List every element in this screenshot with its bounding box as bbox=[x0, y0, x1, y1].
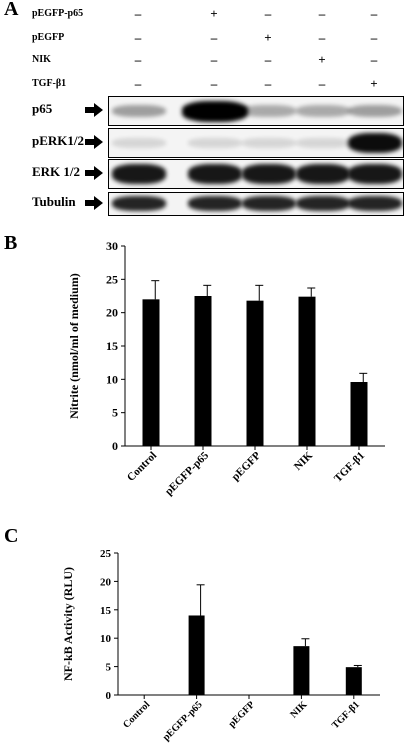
panel-a-letter: A bbox=[4, 0, 19, 20]
y-tick-label: 10 bbox=[100, 633, 112, 645]
treatment-mark: – bbox=[134, 76, 142, 91]
blot-band bbox=[242, 104, 296, 118]
y-tick-label: 20 bbox=[100, 576, 112, 588]
treatment-mark: + bbox=[370, 76, 378, 91]
blot-band bbox=[112, 138, 166, 148]
category-label: NIK bbox=[292, 449, 315, 472]
treatment-mark: + bbox=[264, 30, 272, 45]
blot-band bbox=[112, 104, 166, 118]
bar bbox=[293, 646, 310, 695]
treatment-mark: + bbox=[210, 6, 218, 21]
y-tick-label: 25 bbox=[100, 548, 112, 560]
blot-band bbox=[296, 104, 350, 118]
bar bbox=[246, 300, 264, 446]
blot-label: pERK1/2 bbox=[32, 133, 85, 148]
y-axis-label: NF-kB Activity (RLU) bbox=[61, 567, 75, 681]
blot-band bbox=[296, 138, 350, 148]
y-tick-label: 0 bbox=[106, 690, 112, 702]
blot-band bbox=[348, 164, 402, 184]
category-label: pEGFP bbox=[230, 449, 264, 483]
panel-b-letter: B bbox=[4, 232, 18, 254]
panel-c-letter: C bbox=[4, 525, 19, 547]
blot-band bbox=[182, 100, 248, 122]
blot-label: ERK 1/2 bbox=[32, 164, 81, 179]
treatment-mark: – bbox=[210, 30, 218, 45]
treatment-label: pEGFP bbox=[32, 32, 65, 43]
category-label: TGF-β1 bbox=[332, 450, 367, 485]
treatment-mark: + bbox=[318, 52, 326, 67]
treatment-mark: – bbox=[370, 52, 378, 67]
blot-band bbox=[112, 164, 166, 184]
y-tick-label: 5 bbox=[112, 406, 118, 420]
treatment-label: pEGFP-p65 bbox=[32, 8, 84, 19]
treatment-mark: – bbox=[134, 30, 142, 45]
y-tick-label: 0 bbox=[112, 439, 118, 453]
blot-band bbox=[188, 164, 242, 184]
blot-band bbox=[188, 196, 242, 212]
blot-panel bbox=[108, 159, 404, 189]
category-label: Control bbox=[121, 699, 152, 730]
category-label: pEGFP-p65 bbox=[161, 699, 205, 743]
blot-band bbox=[112, 196, 166, 212]
treatment-mark: – bbox=[264, 52, 272, 67]
y-tick-label: 30 bbox=[106, 239, 118, 253]
treatment-mark: – bbox=[210, 52, 218, 67]
blot-band bbox=[348, 104, 402, 118]
category-label: TGF-β1 bbox=[330, 699, 362, 731]
treatment-mark: – bbox=[134, 6, 142, 21]
y-tick-label: 15 bbox=[100, 605, 112, 617]
blot-band bbox=[242, 196, 296, 212]
arrow-right-icon bbox=[85, 196, 103, 210]
treatment-mark: – bbox=[134, 52, 142, 67]
bar bbox=[142, 299, 160, 446]
category-label: pEGFP-p65 bbox=[163, 449, 212, 498]
blot-band bbox=[242, 138, 296, 148]
bar bbox=[350, 382, 368, 446]
category-label: pEGFP bbox=[227, 699, 258, 730]
bar bbox=[194, 296, 212, 446]
bar bbox=[188, 615, 205, 695]
treatment-mark: – bbox=[370, 30, 378, 45]
category-label: Control bbox=[125, 450, 159, 484]
treatment-label: TGF-β1 bbox=[32, 78, 67, 89]
treatment-mark: – bbox=[264, 76, 272, 91]
arrow-right-icon bbox=[85, 166, 103, 180]
blot-band bbox=[348, 132, 402, 154]
blot-band bbox=[296, 164, 350, 184]
blot-panel bbox=[108, 128, 404, 158]
treatment-mark: – bbox=[210, 76, 218, 91]
blot-band bbox=[296, 196, 350, 212]
nitrite-bar-chart: 0 5 10 15 20 25 30 Nitrite (nmol/ml of medium) C… bbox=[67, 239, 385, 498]
treatment-mark: – bbox=[318, 30, 326, 45]
blot-label: Tubulin bbox=[32, 194, 76, 209]
blot-panel bbox=[108, 96, 404, 126]
y-axis-label: Nitrite (nmol/ml of medium) bbox=[67, 273, 81, 419]
bar bbox=[298, 296, 316, 446]
y-tick-label: 5 bbox=[106, 662, 112, 674]
treatment-mark: – bbox=[370, 6, 378, 21]
treatment-mark: – bbox=[318, 6, 326, 21]
bar bbox=[345, 667, 362, 695]
y-tick-label: 15 bbox=[106, 339, 118, 353]
category-label: NIK bbox=[288, 699, 309, 720]
blot-label: p65 bbox=[32, 101, 53, 116]
treatment-mark: – bbox=[318, 76, 326, 91]
y-tick-label: 20 bbox=[106, 306, 118, 320]
y-tick-label: 10 bbox=[106, 372, 118, 386]
treatment-label: NIK bbox=[32, 54, 51, 65]
nfkb-bar-chart: 0 5 10 15 20 25 NF-kB Activity (RLU) Control pEG… bbox=[61, 548, 380, 743]
blot-band bbox=[188, 138, 242, 148]
y-tick-label: 25 bbox=[106, 272, 118, 286]
blot-panel bbox=[108, 192, 404, 216]
treatment-mark: – bbox=[264, 6, 272, 21]
blot-band bbox=[242, 164, 296, 184]
blot-band bbox=[348, 196, 402, 212]
arrow-right-icon bbox=[85, 103, 103, 117]
arrow-right-icon bbox=[85, 135, 103, 149]
